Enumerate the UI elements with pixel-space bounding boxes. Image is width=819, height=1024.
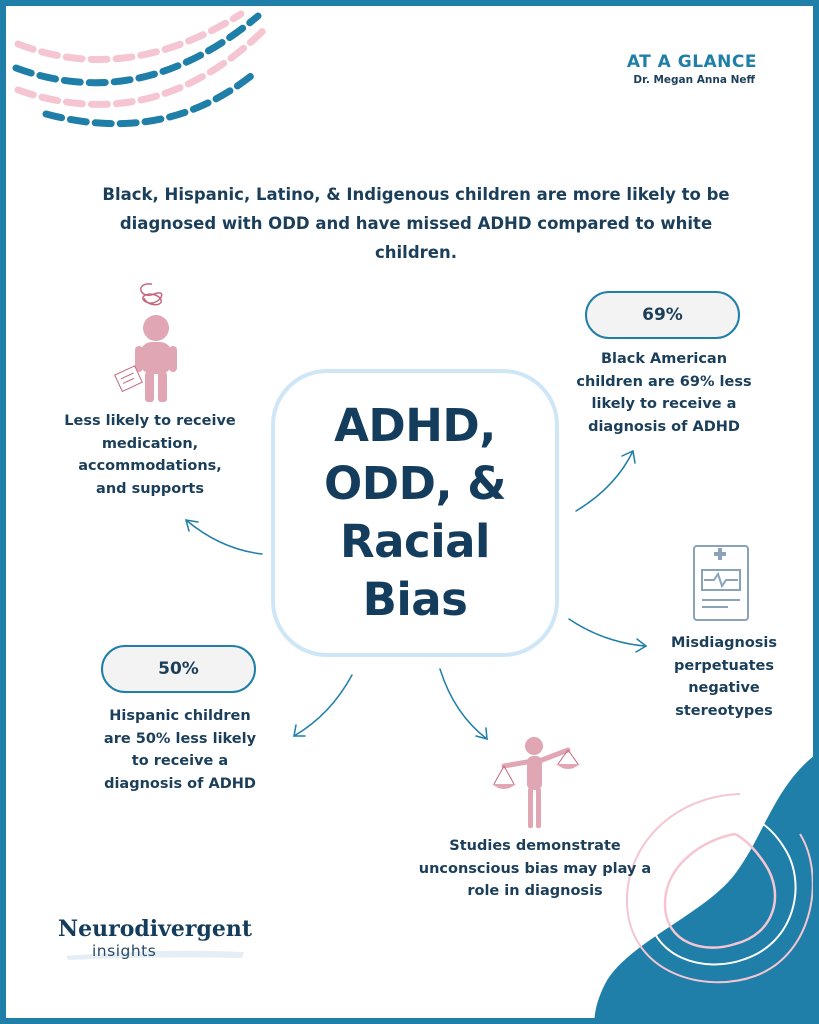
stressed-person-icon [114,283,177,402]
center-title-line: Racial [340,515,490,568]
arrow-to-black-american [575,449,636,512]
logo-wordmark: Neurodivergent [58,916,253,942]
medical-chart-icon [693,545,749,621]
black-american-text: Black American children are 69% less lik… [576,351,752,435]
stat-pill-50: 50% [101,645,256,693]
center-title-line: Bias [362,573,468,626]
supports-text: Less likely to receive medication, accom… [64,413,236,497]
center-title-box: ADHD, ODD, & Racial Bias [271,369,559,657]
misdiagnosis-text: Misdiagnosis perpetuates negative stereo… [670,635,778,719]
logo-subtitle: insights [92,942,157,960]
center-title: ADHD, ODD, & Racial Bias [275,397,555,629]
arrow-to-bias [439,668,488,741]
header-title: AT A GLANCE [626,52,757,72]
stat-pill-69: 69% [585,291,740,339]
hispanic-text: Hispanic children are 50% less likely to… [103,708,257,792]
arrow-to-hispanic [293,674,353,737]
decorative-dashed-arcs [12,10,272,128]
scales-person-icon [492,737,580,828]
header-author: Dr. Megan Anna Neff [633,74,755,86]
arrow-to-misdiagnosis [568,618,648,653]
arrows-layer [184,449,648,741]
intro-text: Black, Hispanic, Latino, & Indigenous ch… [102,185,730,262]
decorative-blob [594,756,813,1018]
bias-text: Studies demonstrate unconscious bias may… [418,838,652,899]
logo-swash [66,950,244,960]
center-title-line: ODD, & [324,457,506,510]
center-title-line: ADHD, [334,399,496,452]
arrow-to-supports [184,519,263,555]
